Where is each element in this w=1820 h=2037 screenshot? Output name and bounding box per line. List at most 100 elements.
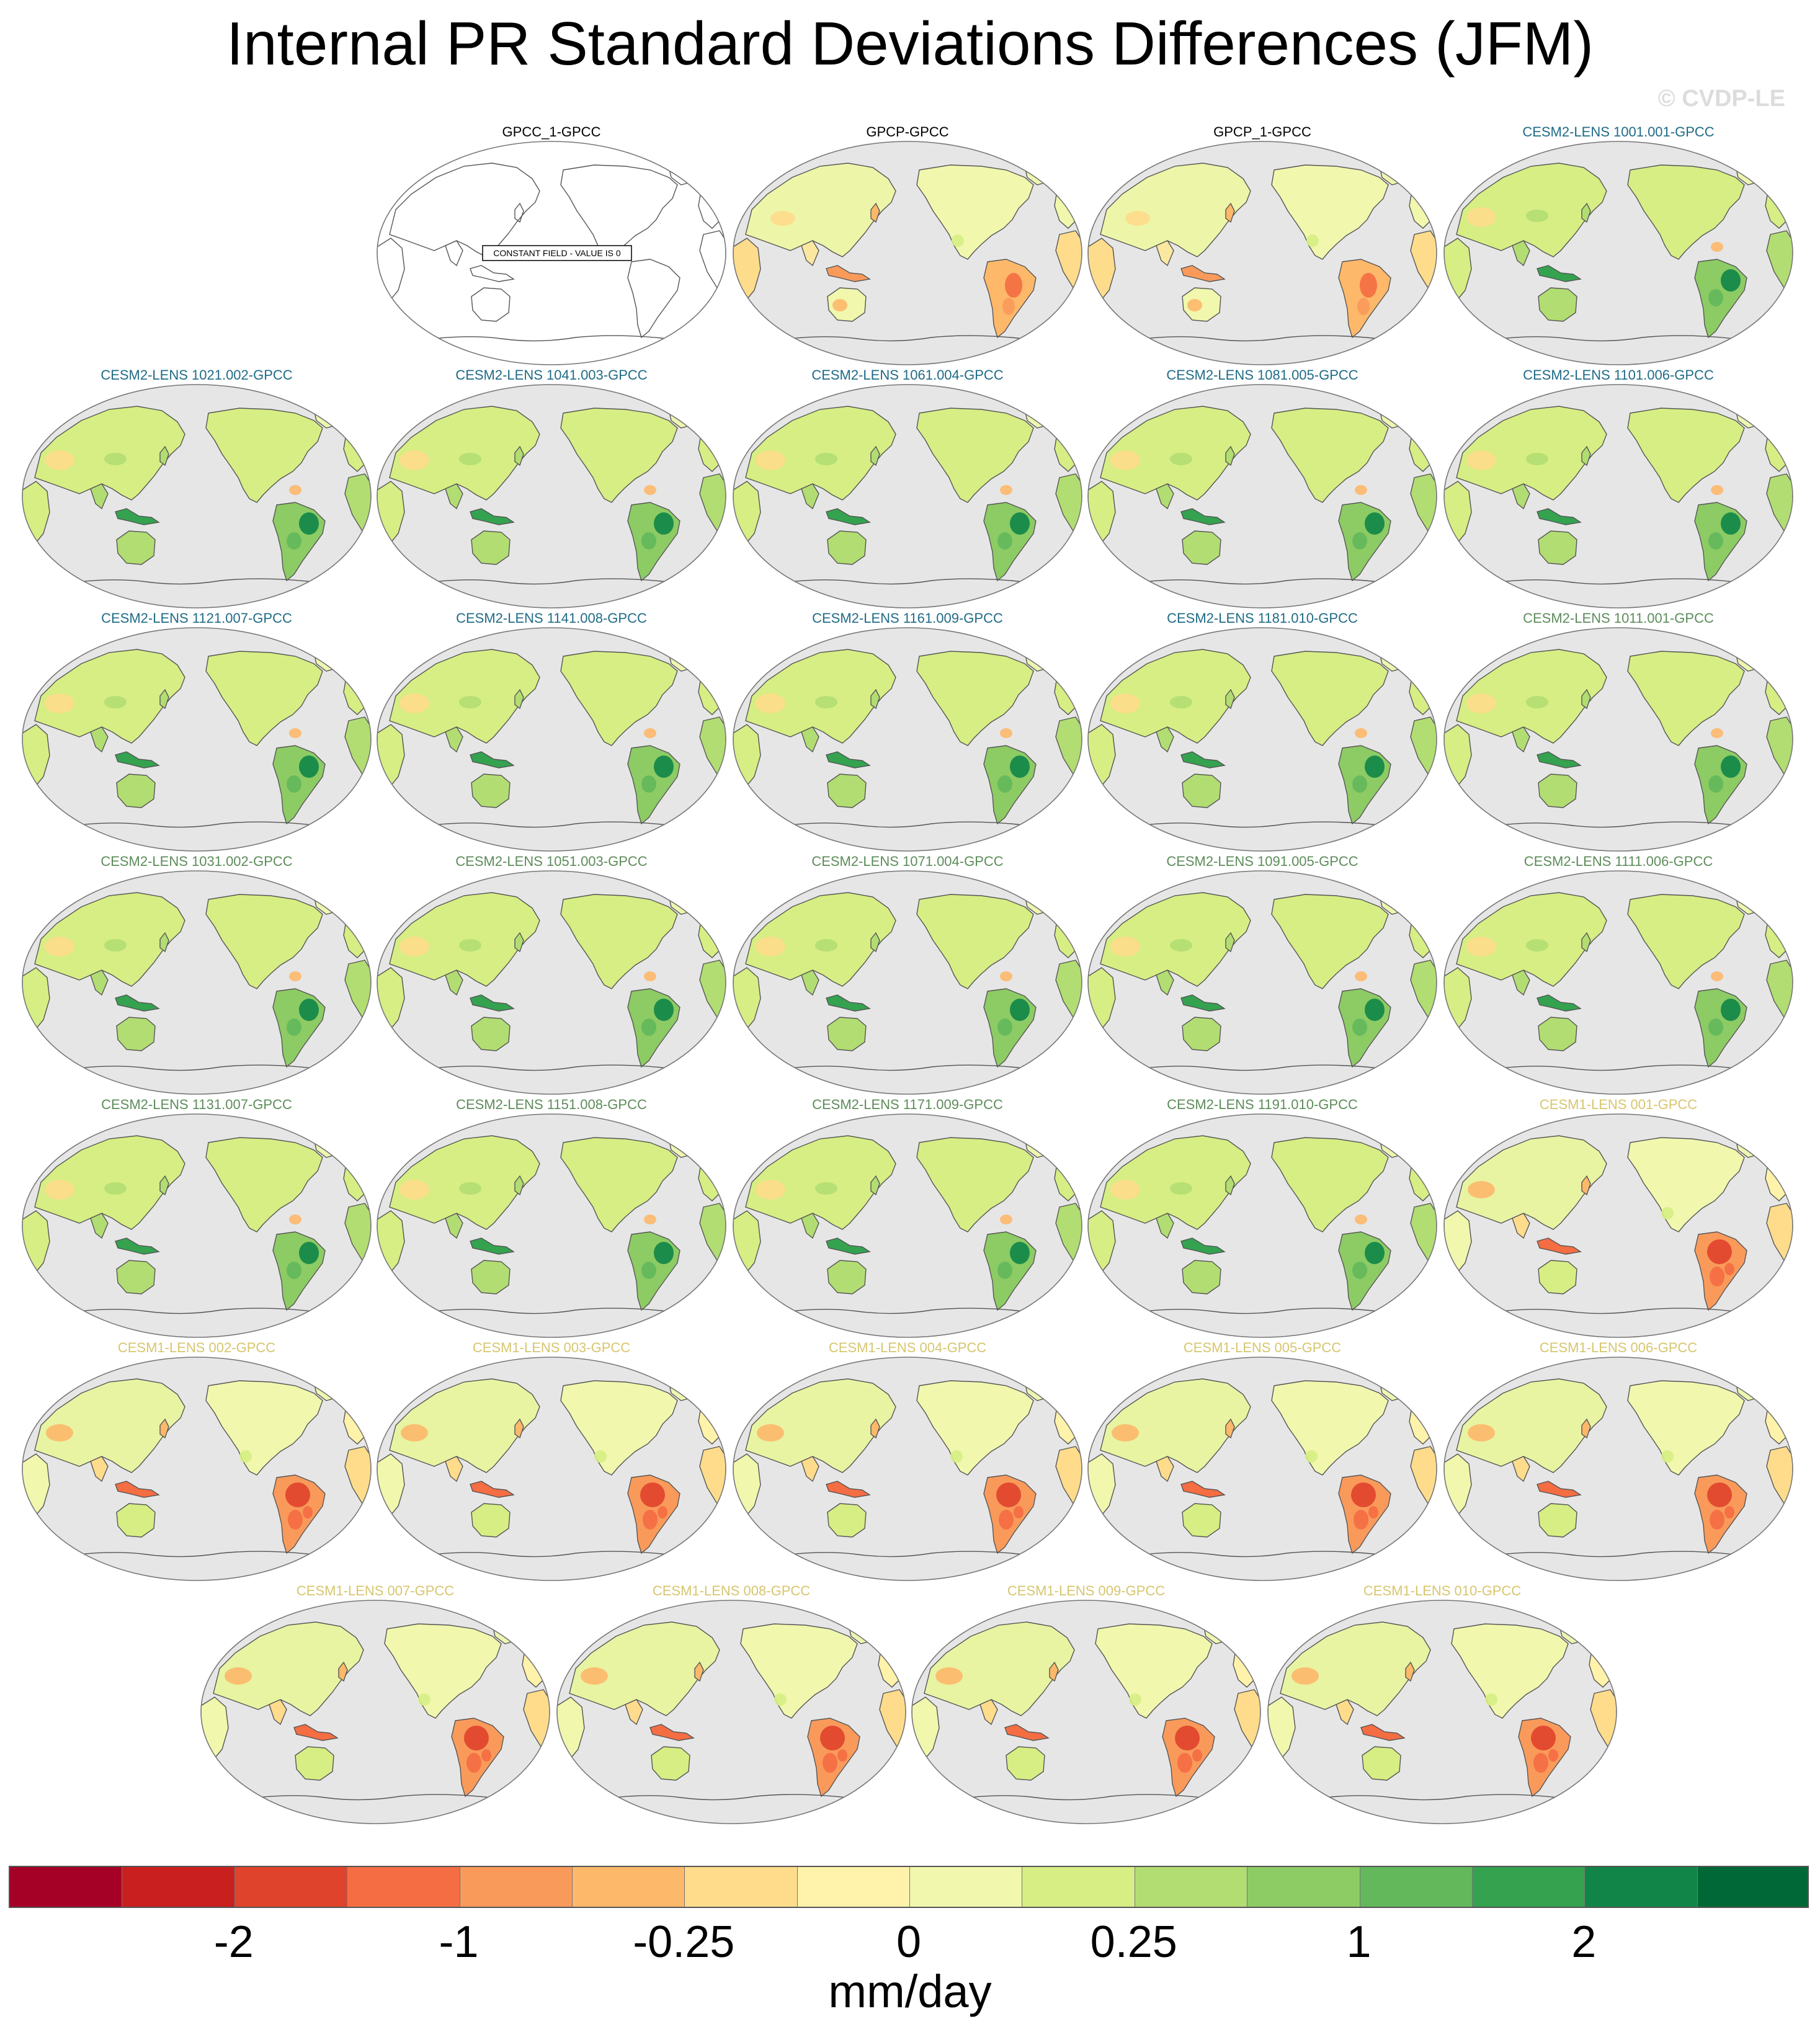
landmass-northAmerica (1627, 1380, 1745, 1476)
anomaly-region (1721, 999, 1741, 1021)
map-panel: GPCC_1-GPCC CONSTANT FIELD - VALUE IS 0 (375, 124, 728, 366)
world-map (733, 1357, 1082, 1581)
landmass-india (445, 1456, 463, 1482)
map-border (1443, 870, 1793, 1095)
map-border (377, 141, 726, 365)
landmass-northAmerica (205, 408, 323, 503)
colorbar-box (1585, 1867, 1698, 1907)
landmass-india (90, 483, 109, 510)
panel-title: CESM1-LENS 009-GPCC (1007, 1583, 1166, 1598)
landmass-japan (870, 1418, 880, 1439)
anomaly-region (823, 1753, 837, 1773)
landmass-india (269, 1699, 287, 1726)
anomaly-region (1355, 971, 1367, 981)
panel-title: CESM2-LENS 1111.006-GPCC (1523, 854, 1713, 869)
anomaly-region (288, 1510, 303, 1530)
map-panel: CESM1-LENS 001-GPCC (1442, 1097, 1795, 1339)
landmass-indonesia (115, 1481, 160, 1498)
anomaly-region (1005, 273, 1022, 298)
world-map (733, 627, 1082, 852)
landmass-indonesia (293, 1724, 339, 1741)
anomaly-region (1125, 211, 1150, 226)
world-map (1443, 627, 1793, 852)
anomaly-region (104, 696, 127, 708)
anomaly-region (641, 1018, 656, 1036)
map-panel: CESM2-LENS 1191.010-GPCC (1086, 1097, 1439, 1339)
map-panel: CESM1-LENS 003-GPCC (375, 1340, 728, 1582)
world-map (1443, 1113, 1793, 1338)
landmass-india (801, 726, 819, 753)
map-panel: GPCP_1-GPCC (1086, 124, 1439, 366)
landmass-india (801, 1213, 819, 1239)
landmass-antarctica (1305, 1794, 1579, 1801)
colorbar-box (572, 1867, 685, 1907)
landmass-indonesia (1180, 265, 1226, 282)
landmass-eurasia (389, 406, 540, 501)
anomaly-region (1368, 1506, 1378, 1518)
landmass-japan (1581, 1418, 1591, 1439)
anomaly-region (1365, 756, 1385, 778)
anomaly-region (1352, 775, 1367, 793)
landmass-antarctica (1125, 1551, 1399, 1558)
anomaly-region (399, 693, 429, 713)
anomaly-region (1352, 1262, 1367, 1279)
map-panel: CESM2-LENS 1091.005-GPCC (1086, 854, 1439, 1095)
landmass-antarctica (59, 1064, 333, 1071)
map-panel: CESM2-LENS 1001.001-GPCC (1442, 124, 1795, 366)
anomaly-region (285, 1482, 310, 1507)
map-panel: CESM2-LENS 1161.009-GPCC (731, 610, 1084, 852)
landmass-antarctica (770, 1308, 1044, 1314)
anomaly-region (1707, 1482, 1732, 1507)
map-panel: CESM2-LENS 1071.004-GPCC (731, 854, 1084, 1095)
landmass-australia (116, 1503, 156, 1538)
anomaly-region (1708, 1018, 1723, 1036)
landmass-northAmerica (560, 1380, 678, 1476)
panel-title: CESM1-LENS 010-GPCC (1363, 1583, 1522, 1598)
landmass-eurasia (1100, 892, 1251, 987)
landmass-eurasia (1456, 649, 1607, 744)
landmass-eurasia (389, 163, 540, 257)
anomaly-region (1711, 728, 1723, 738)
landmass-eurasia (1456, 1378, 1607, 1473)
landmass-australia (1538, 1017, 1577, 1051)
panel-title: CESM2-LENS 1161.009-GPCC (812, 610, 1003, 626)
landmass-australia (116, 773, 156, 808)
landmass-japan (159, 689, 169, 710)
map-border (200, 1600, 550, 1824)
map-panel: CESM2-LENS 1151.008-GPCC (375, 1097, 728, 1339)
anomaly-region (1355, 728, 1367, 738)
landmass-japan (514, 932, 524, 953)
landmass-antarctica (1125, 821, 1399, 828)
anomaly-region (1721, 269, 1741, 292)
landmass-eurasia (1100, 649, 1251, 744)
anomaly-region (1485, 1693, 1497, 1706)
world-map (22, 1357, 372, 1581)
colorbar-box (1022, 1867, 1135, 1907)
map-panel: CESM2-LENS 1141.008-GPCC (375, 610, 728, 852)
panel-title: CESM2-LENS 1011.001-GPCC (1523, 610, 1714, 626)
landmass-indonesia (649, 1724, 695, 1741)
anomaly-region (1357, 298, 1370, 315)
anomaly-region (641, 1262, 656, 1279)
landmass-eurasia (745, 892, 896, 987)
landmass-eurasia (745, 649, 896, 744)
anomaly-region (289, 1215, 301, 1224)
anomaly-region (289, 728, 301, 738)
world-map (1443, 384, 1793, 608)
landmass-japan (1225, 445, 1235, 466)
anomaly-region (641, 532, 656, 550)
map-border (377, 1113, 726, 1338)
panel-title: CESM2-LENS 1181.010-GPCC (1167, 610, 1358, 626)
map-border (377, 384, 726, 608)
landmass-northAmerica (916, 894, 1034, 989)
anomaly-region (815, 696, 837, 708)
landmass-eurasia (389, 649, 540, 744)
landmass-antarctica (1125, 1064, 1399, 1071)
anomaly-region (1354, 1510, 1368, 1530)
landmass-eurasia (1456, 1135, 1607, 1230)
map-panel: CESM2-LENS 1181.010-GPCC (1086, 610, 1439, 852)
anomaly-region (997, 532, 1012, 550)
landmass-eurasia (1100, 1135, 1251, 1230)
landmass-japan (1581, 1175, 1591, 1196)
anomaly-region (287, 1262, 301, 1279)
